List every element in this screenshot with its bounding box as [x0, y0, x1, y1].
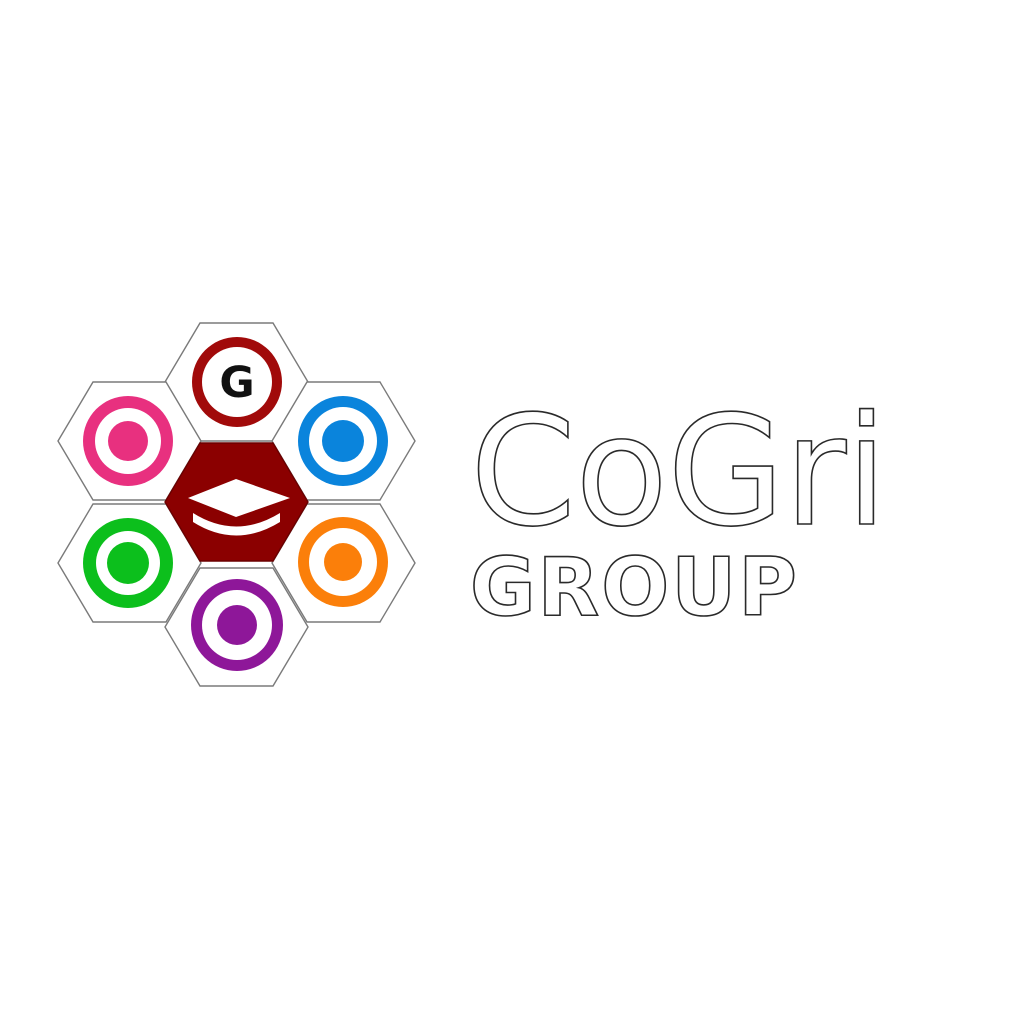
pink-target-icon [83, 396, 173, 486]
g-badge-letter: G [219, 358, 254, 408]
graduation-cap-icon [188, 479, 290, 536]
green-target-icon [83, 518, 173, 608]
brand-name: CoGri [469, 383, 888, 560]
brand-subtitle: GROUP [469, 541, 799, 634]
g-badge-icon: G [192, 337, 282, 427]
orange-target-icon [298, 517, 388, 607]
purple-target-icon [191, 579, 283, 671]
blue-target-icon [298, 396, 388, 486]
